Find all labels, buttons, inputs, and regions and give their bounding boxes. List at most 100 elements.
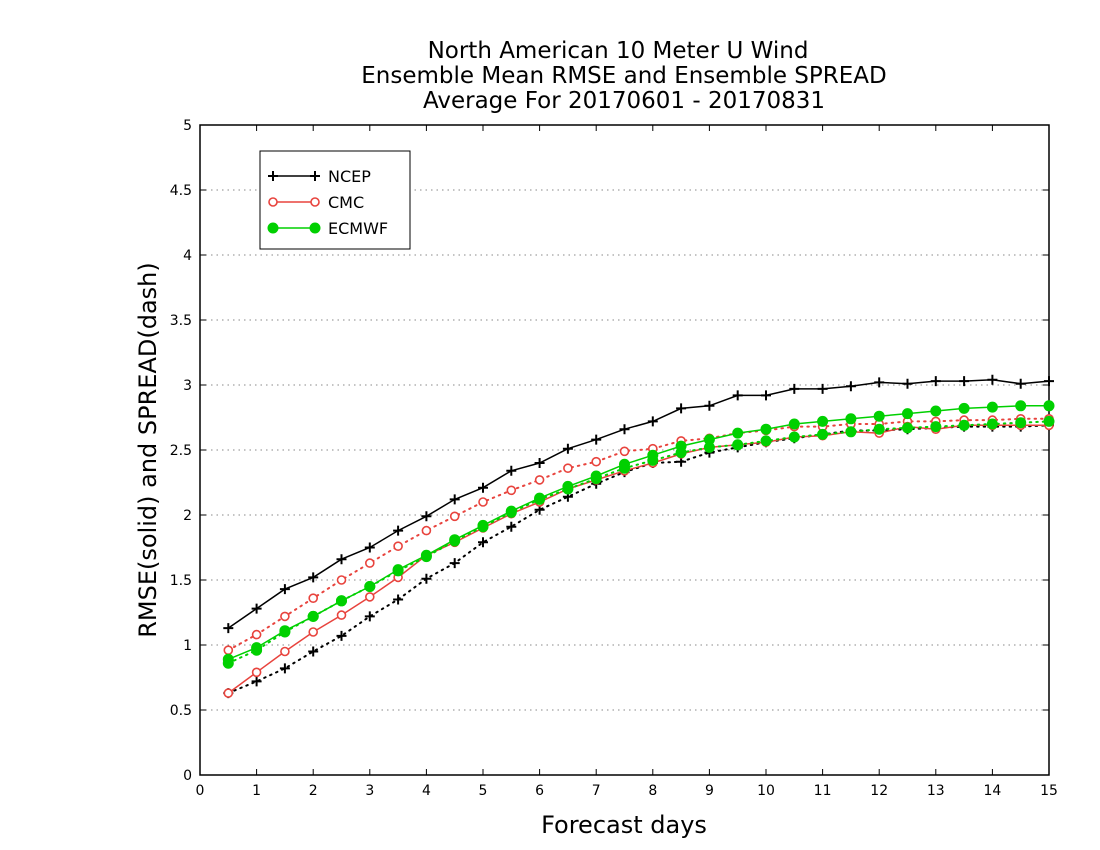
y-tick-label: 3 bbox=[183, 378, 192, 394]
x-tick-label: 14 bbox=[983, 783, 1001, 799]
series-cmc-rmse-point bbox=[223, 688, 234, 698]
series-ecmwf-spread-point bbox=[873, 423, 885, 435]
series-cmc-spread-point bbox=[223, 645, 234, 656]
series-ncep-rmse-point bbox=[619, 424, 630, 435]
series-cmc-rmse-line bbox=[227, 424, 1049, 694]
series-ecmwf-rmse-point bbox=[477, 519, 489, 531]
x-tick-label: 6 bbox=[535, 783, 544, 799]
x-tick-label: 4 bbox=[422, 783, 431, 799]
series-ncep bbox=[223, 374, 1054, 699]
chart-title: North American 10 Meter U Wind Ensemble … bbox=[361, 38, 886, 114]
series-ecmwf-spread-point bbox=[1015, 417, 1027, 429]
series-cmc-spread-point bbox=[506, 485, 517, 496]
series-ncep-spread-point bbox=[251, 676, 262, 687]
series-ecmwf-spread-point bbox=[930, 421, 942, 433]
series-ecmwf-spread-point bbox=[732, 439, 744, 451]
series-ecmwf-rmse-point bbox=[307, 610, 319, 622]
title-line-3: Average For 20170601 - 20170831 bbox=[423, 88, 825, 114]
series-ncep-rmse-point bbox=[647, 416, 658, 427]
x-tick-label: 9 bbox=[705, 783, 714, 799]
series-ecmwf-rmse-point bbox=[392, 564, 404, 576]
legend-marker-cmc bbox=[268, 197, 278, 207]
y-axis: 0 0.5 1 1.5 2 2.5 3 3.5 4 4.5 5 bbox=[170, 118, 1049, 784]
series-ncep-rmse-point bbox=[534, 458, 545, 468]
series-ncep-rmse-point bbox=[591, 434, 602, 445]
series-cmc-spread-point bbox=[280, 611, 290, 622]
series-ecmwf-rmse-point bbox=[675, 440, 687, 452]
series-ecmwf-rmse-point bbox=[562, 480, 574, 492]
series-ncep-rmse-point bbox=[959, 376, 970, 387]
series-ecmwf-rmse-point bbox=[1015, 400, 1027, 412]
series-cmc-spread-point bbox=[393, 541, 403, 552]
series-cmc-spread-point bbox=[478, 497, 488, 507]
x-tick-label: 5 bbox=[479, 783, 488, 799]
series-ncep-rmse-point bbox=[930, 376, 941, 387]
x-tick-label: 12 bbox=[870, 783, 888, 799]
series-ecmwf-rmse-point bbox=[590, 470, 602, 482]
series-cmc-rmse-point bbox=[280, 646, 290, 657]
series-ecmwf-rmse-point bbox=[505, 505, 517, 517]
series-ncep-rmse-point bbox=[732, 390, 743, 401]
y-tick-label: 0 bbox=[183, 768, 192, 784]
series-cmc-spread-point bbox=[534, 475, 545, 485]
y-tick-label: 3.5 bbox=[170, 313, 192, 329]
title-line-1: North American 10 Meter U Wind bbox=[428, 38, 809, 64]
series-ncep-rmse-point bbox=[336, 554, 347, 565]
series-cmc-rmse-point bbox=[251, 667, 262, 678]
series-cmc-rmse-point bbox=[364, 592, 375, 602]
series-cmc-spread-point bbox=[563, 463, 573, 474]
series-ecmwf-rmse-point bbox=[222, 653, 234, 665]
legend-marker-ncep bbox=[268, 171, 278, 181]
series-ecmwf-rmse-line bbox=[228, 405, 1049, 660]
y-axis-label: RMSE(solid) and SPREAD(dash) bbox=[134, 262, 162, 638]
x-axis: 0 1 2 3 4 5 6 7 8 9 10 11 12 13 14 15 bbox=[196, 125, 1058, 799]
series-ncep-rmse-point bbox=[421, 511, 432, 522]
title-line-2: Ensemble Mean RMSE and Ensemble SPREAD bbox=[361, 63, 886, 89]
series-cmc-spread-point bbox=[308, 593, 319, 604]
legend-items: NCEP CMC ECMWF bbox=[267, 167, 388, 238]
series-ecmwf-rmse-point bbox=[986, 401, 998, 413]
series-ncep-rmse-point bbox=[449, 494, 460, 505]
series-ncep-rmse-point bbox=[902, 378, 913, 389]
y-tick-label: 0.5 bbox=[170, 703, 192, 719]
series-ncep-spread-point bbox=[308, 646, 319, 657]
x-tick-label: 2 bbox=[309, 783, 318, 799]
legend: NCEP CMC ECMWF bbox=[259, 150, 411, 250]
series-ecmwf-rmse-point bbox=[420, 549, 432, 561]
series-ncep-rmse-point bbox=[874, 377, 885, 388]
x-tick-label: 3 bbox=[365, 783, 374, 799]
series-ncep-rmse-point bbox=[761, 390, 771, 401]
series-ecmwf-rmse-point bbox=[817, 415, 829, 427]
series-ecmwf-rmse-point bbox=[336, 595, 347, 607]
legend-label-ecmwf: ECMWF bbox=[328, 219, 388, 238]
series-layer bbox=[222, 374, 1055, 699]
series-ncep-rmse-point bbox=[817, 383, 828, 394]
series-cmc-spread-point bbox=[619, 446, 630, 457]
series-ecmwf-spread-point bbox=[902, 422, 913, 434]
series-ncep-rmse-point bbox=[308, 572, 319, 583]
series-ecmwf-rmse-point bbox=[930, 405, 942, 417]
series-ecmwf-spread-point bbox=[845, 426, 857, 438]
series-ecmwf-rmse-point bbox=[534, 492, 546, 504]
x-tick-label: 0 bbox=[196, 783, 205, 799]
series-cmc-spread-point bbox=[251, 629, 262, 640]
series-ncep-spread-point bbox=[506, 521, 517, 532]
series-ncep-spread-point bbox=[421, 573, 432, 584]
series-cmc-rmse-point bbox=[308, 627, 319, 637]
series-cmc-spread-point bbox=[591, 456, 602, 467]
series-ecmwf-spread-point bbox=[817, 428, 829, 440]
series-ncep-rmse-line bbox=[227, 379, 1050, 629]
series-ncep-rmse-point bbox=[364, 542, 375, 553]
series-ecmwf-rmse-point bbox=[251, 642, 263, 654]
series-ncep-rmse-point bbox=[562, 443, 573, 454]
series-ncep-rmse-point bbox=[1044, 376, 1054, 387]
series-cmc-spread-line bbox=[227, 417, 1050, 652]
series-ecmwf-rmse-point bbox=[647, 449, 659, 461]
x-tick-label: 11 bbox=[814, 783, 832, 799]
series-ncep-rmse-point bbox=[845, 381, 856, 392]
series-ncep-spread-point bbox=[336, 630, 347, 641]
series-ecmwf-spread-point bbox=[1043, 415, 1055, 427]
series-ncep-rmse-point bbox=[987, 374, 998, 385]
series-ncep-spread-point bbox=[478, 537, 488, 548]
series-cmc-spread-point bbox=[449, 511, 460, 522]
